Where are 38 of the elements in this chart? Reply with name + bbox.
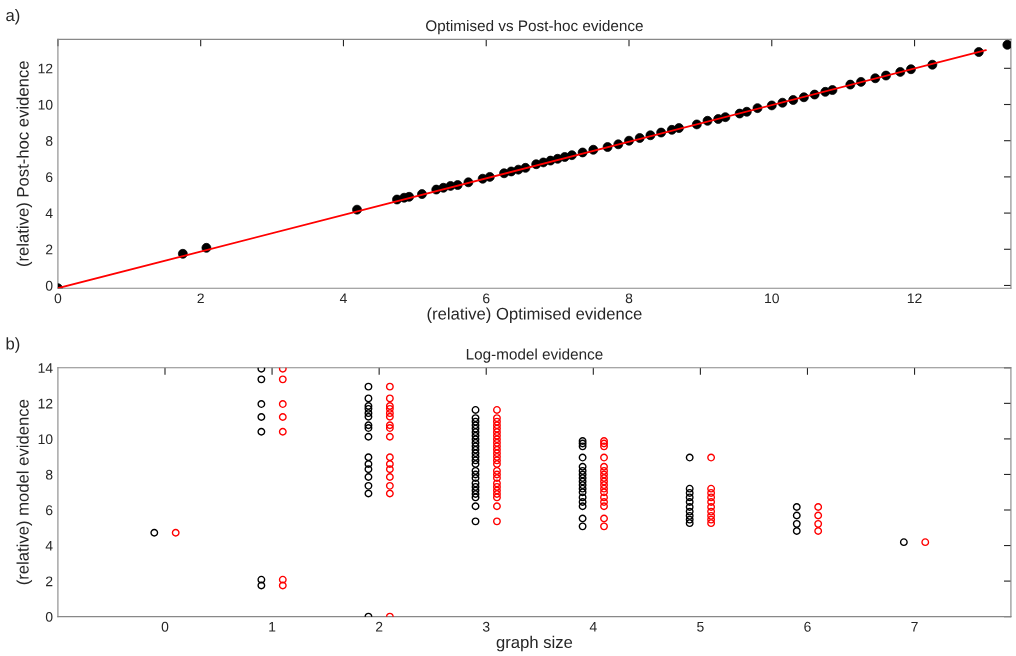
y-tick-label: 10 [38, 99, 53, 110]
x-tick-label: 8 [625, 293, 633, 304]
x-tick-label: 0 [54, 293, 62, 304]
x-tick-label: 3 [482, 621, 490, 632]
x-tick-label: 12 [907, 293, 922, 304]
text: b) [6, 337, 20, 353]
x-tick-label: 1 [269, 622, 276, 632]
y-tick-label: 12 [38, 63, 53, 74]
y-axis-title: (relative) Post-hoc evidence [16, 61, 33, 267]
x-tick-label: 2 [197, 293, 204, 304]
y-tick-label: 8 [45, 469, 53, 480]
y-tick-label: 4 [45, 541, 53, 551]
x-tick-label: 0 [161, 621, 169, 632]
y-tick-label: 10 [38, 434, 53, 445]
chart-title: Optimised vs Post-hoc evidence [426, 19, 643, 35]
x-axis-title: graph size [496, 635, 573, 652]
y-tick-label: 2 [46, 244, 53, 255]
x-tick-label: 6 [483, 293, 490, 304]
y-axis-title: (relative) model evidence [16, 399, 33, 585]
x-tick-label: 6 [804, 621, 811, 632]
chart-title: Log-model evidence [466, 348, 603, 363]
y-tick-label: 0 [45, 280, 53, 291]
x-tick-label: 5 [697, 622, 704, 632]
y-tick-label: 4 [45, 208, 53, 219]
text: a) [6, 8, 20, 25]
y-tick-label: 12 [38, 398, 53, 409]
x-tick-label: 2 [375, 621, 383, 632]
x-tick-label: 10 [765, 293, 779, 304]
y-tick-label: 2 [46, 576, 53, 587]
y-tick-label: 14 [38, 363, 53, 373]
x-tick-label: 4 [589, 622, 597, 632]
y-tick-label: 0 [45, 611, 53, 622]
x-tick-label: 7 [911, 622, 918, 632]
x-tick-label: 4 [339, 293, 347, 304]
y-tick-label: 6 [46, 505, 53, 516]
y-tick-label: 6 [46, 172, 53, 183]
y-tick-label: 8 [45, 136, 53, 146]
x-axis-title: (relative) Optimised evidence [427, 307, 642, 323]
